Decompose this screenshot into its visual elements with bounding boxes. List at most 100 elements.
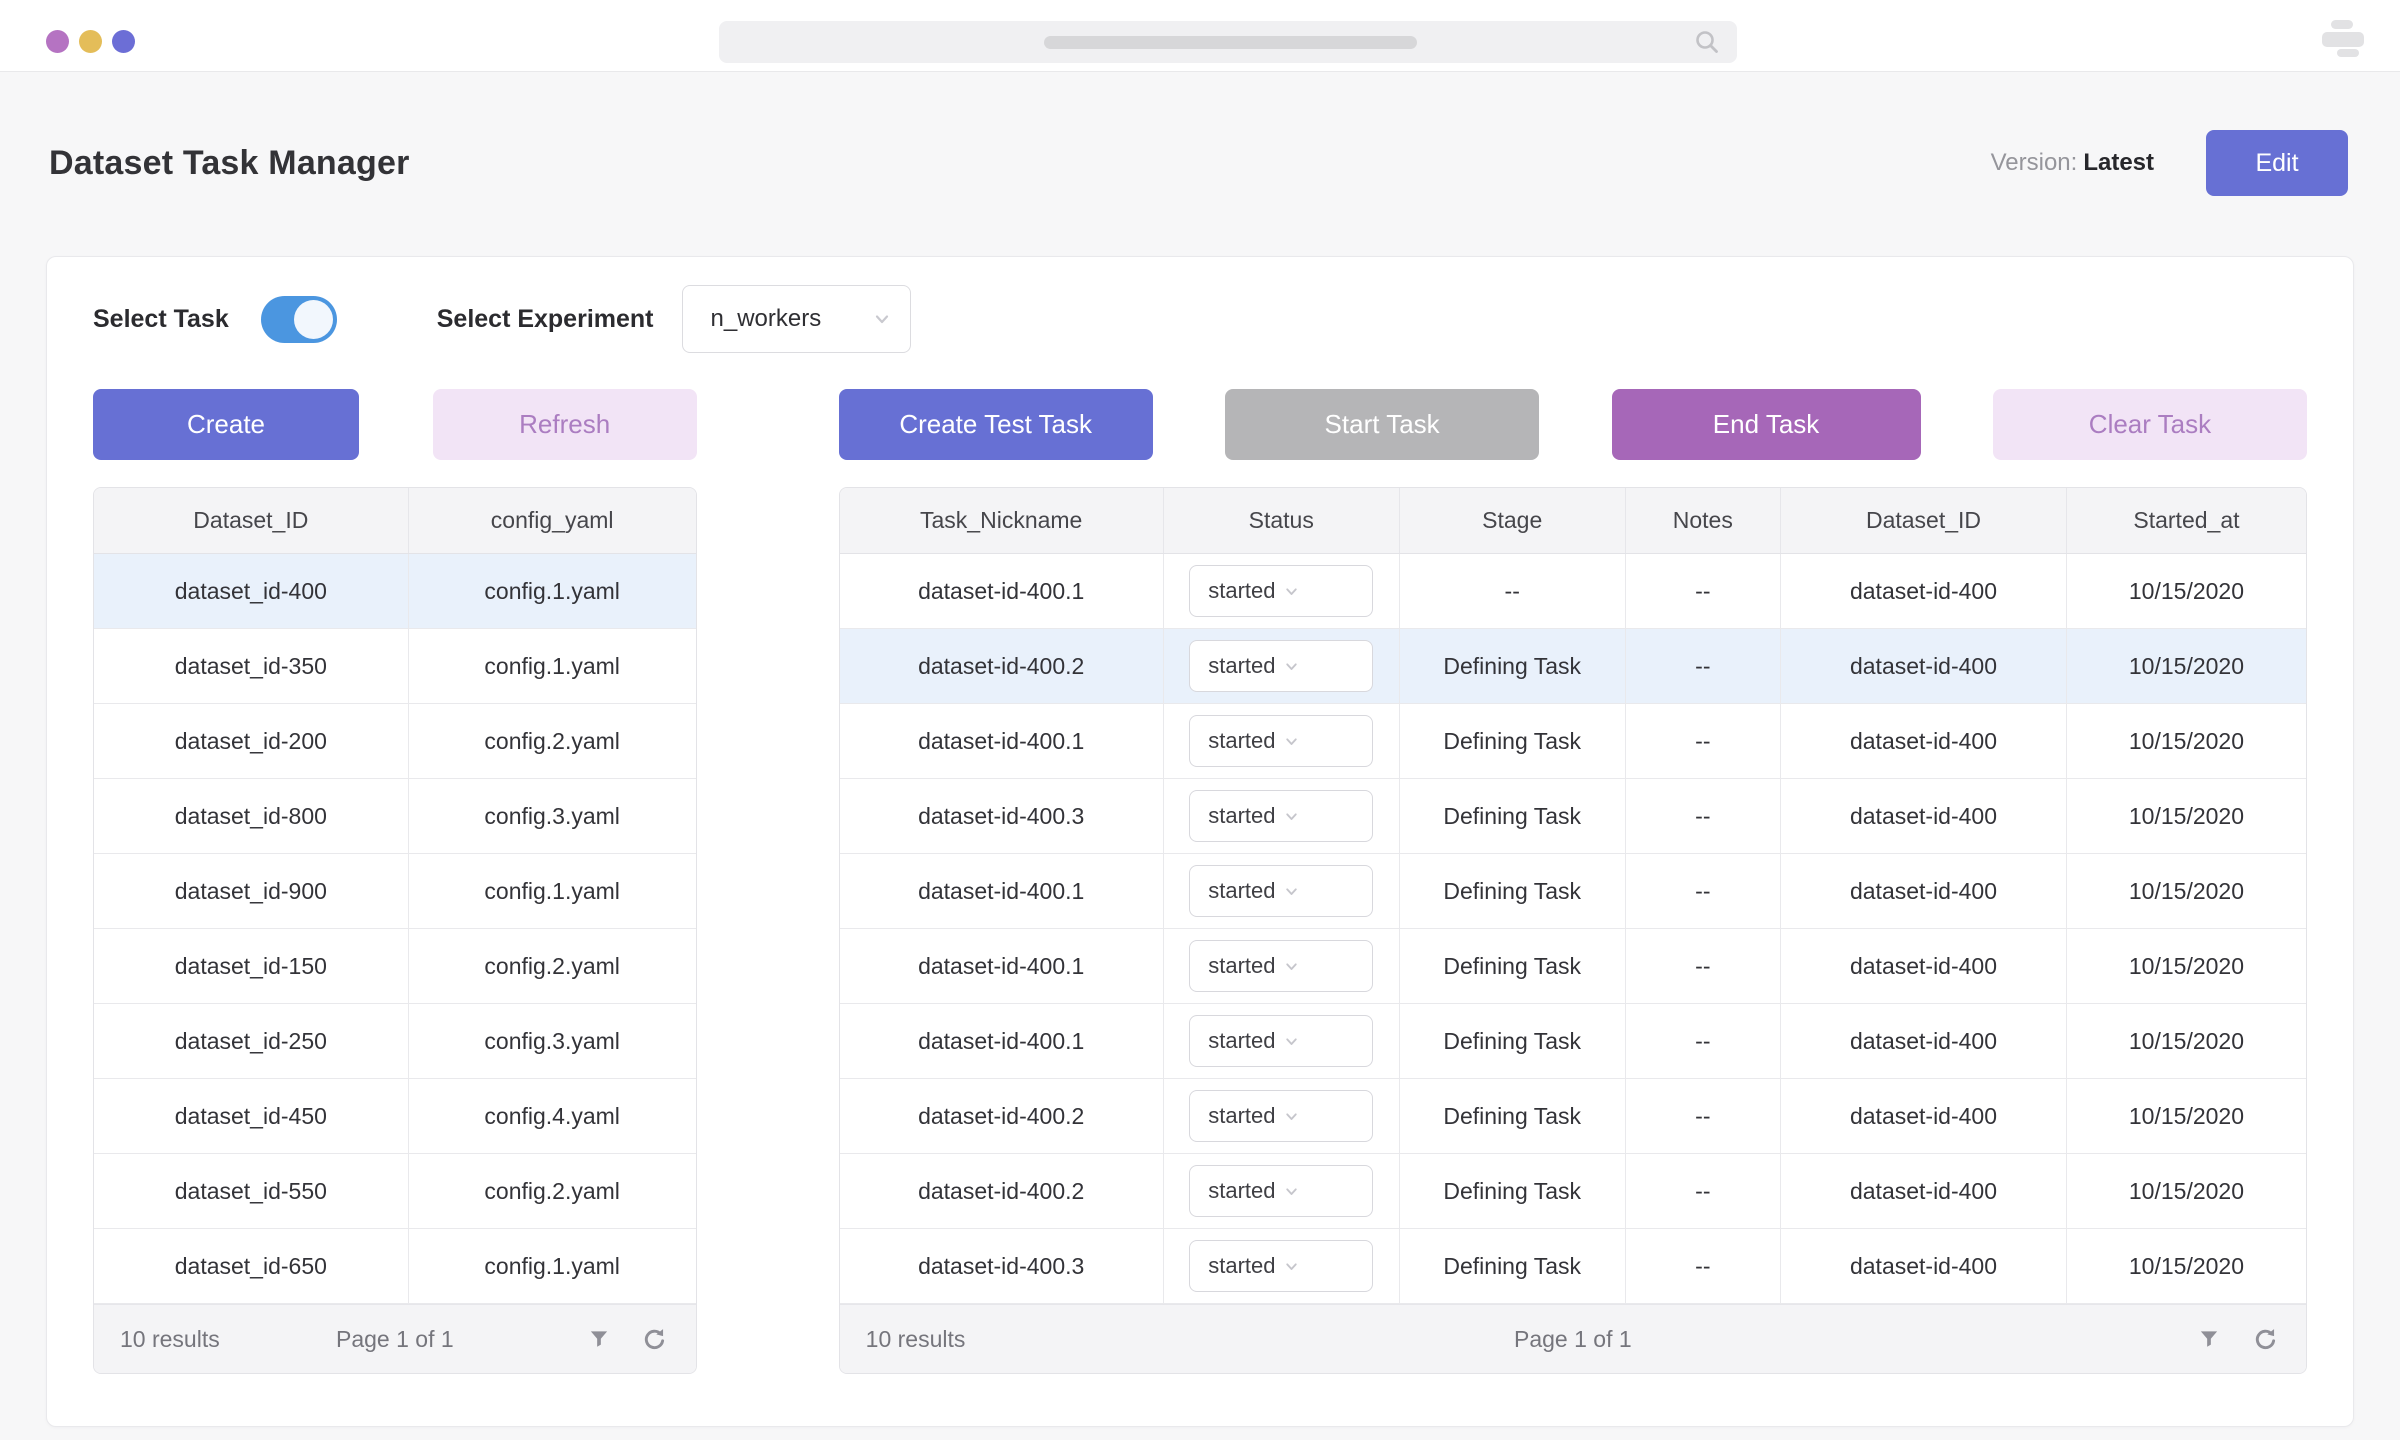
- refresh-button[interactable]: Refresh: [432, 389, 697, 460]
- status-select[interactable]: started: [1189, 640, 1374, 692]
- create-test-task-button[interactable]: Create Test Task: [838, 389, 1153, 460]
- table-row[interactable]: dataset-id-400.1 started Defining Task -- da…: [839, 854, 2306, 929]
- table-cell: Defining Task: [1400, 629, 1626, 703]
- status-select[interactable]: started: [1189, 940, 1374, 992]
- column-header[interactable]: Status: [1164, 488, 1400, 553]
- page-indicator: Page 1 of 1: [1514, 1325, 1632, 1352]
- table-cell: --: [1400, 554, 1626, 628]
- table-cell: config.1.yaml: [484, 577, 620, 604]
- status-value: started: [1208, 728, 1276, 753]
- table-cell: started: [1164, 629, 1400, 703]
- table-row[interactable]: dataset-id-400.3 started Defining Task -- da…: [839, 779, 2306, 854]
- table-row[interactable]: dataset_id-200 config.2.yaml: [94, 704, 696, 779]
- table-row[interactable]: dataset-id-400.1 started Defining Task -- da…: [839, 704, 2306, 779]
- datasets-table-header: Dataset_ID config_yaml: [94, 488, 696, 554]
- search-icon[interactable]: [1693, 28, 1721, 56]
- toggle-knob: [293, 299, 333, 339]
- chevron-down-icon: [1283, 1258, 1358, 1275]
- table-cell: config.4.yaml: [484, 1102, 620, 1129]
- table-cell: started: [1164, 704, 1400, 778]
- chevron-down-icon: [1283, 658, 1358, 675]
- table-cell: dataset-id-400.1: [840, 704, 1164, 778]
- column-header[interactable]: Stage: [1400, 488, 1626, 553]
- tasks-table-header: Task_Nickname Status Stage Notes Dataset…: [839, 488, 2306, 554]
- refresh-icon[interactable]: [640, 1324, 670, 1354]
- version-text: Version: Latest: [1991, 149, 2154, 177]
- select-experiment-label: Select Experiment: [436, 304, 654, 333]
- table-row[interactable]: dataset_id-550 config.2.yaml: [94, 1154, 696, 1229]
- table-cell: --: [1626, 1004, 1782, 1078]
- results-count: 10 results: [120, 1325, 220, 1352]
- status-select[interactable]: started: [1189, 865, 1374, 917]
- status-select[interactable]: started: [1189, 715, 1374, 767]
- table-row[interactable]: dataset_id-250 config.3.yaml: [94, 1004, 696, 1079]
- table-cell: 10/15/2020: [2128, 1177, 2245, 1204]
- edit-button[interactable]: Edit: [2206, 130, 2348, 196]
- clear-task-button[interactable]: Clear Task: [1992, 389, 2307, 460]
- table-cell: dataset_id-400: [94, 554, 409, 628]
- status-value: started: [1208, 1103, 1276, 1128]
- create-button[interactable]: Create: [93, 389, 359, 460]
- table-row[interactable]: dataset_id-150 config.2.yaml: [94, 929, 696, 1004]
- table-row[interactable]: dataset_id-800 config.3.yaml: [94, 779, 696, 854]
- table-row[interactable]: dataset-id-400.2 started Defining Task -- da…: [839, 1079, 2306, 1154]
- address-search-bar[interactable]: [719, 21, 1737, 63]
- window-dot-purple[interactable]: [46, 30, 69, 53]
- table-cell: dataset-id-400: [1781, 1004, 2067, 1078]
- status-value: started: [1208, 803, 1276, 828]
- window-chrome: [0, 0, 2400, 72]
- table-cell: started: [1164, 554, 1400, 628]
- table-row[interactable]: dataset-id-400.1 started Defining Task -- da…: [839, 1004, 2306, 1079]
- table-cell: 10/15/2020: [2128, 1027, 2245, 1054]
- filter-icon[interactable]: [584, 1324, 614, 1354]
- status-select[interactable]: started: [1189, 1165, 1374, 1217]
- end-task-button[interactable]: End Task: [1611, 389, 1921, 460]
- table-row[interactable]: dataset-id-400.3 started Defining Task -- da…: [839, 1229, 2306, 1304]
- chevron-down-icon: [1283, 808, 1358, 825]
- table-cell: dataset_id-150: [94, 929, 409, 1003]
- table-row[interactable]: dataset-id-400.1 started -- -- dataset-id-40…: [839, 554, 2306, 629]
- table-cell: dataset-id-400.2: [840, 629, 1164, 703]
- table-row[interactable]: dataset_id-450 config.4.yaml: [94, 1079, 696, 1154]
- column-header[interactable]: config_yaml: [490, 507, 614, 533]
- table-row[interactable]: dataset-id-400.2 started Defining Task -- da…: [839, 629, 2306, 704]
- table-row[interactable]: dataset_id-900 config.1.yaml: [94, 854, 696, 929]
- filter-icon[interactable]: [2194, 1324, 2224, 1354]
- window-dot-yellow[interactable]: [79, 30, 102, 53]
- table-cell: dataset-id-400: [1781, 854, 2067, 928]
- status-select[interactable]: started: [1189, 565, 1374, 617]
- window-menu-icon[interactable]: [2322, 20, 2364, 57]
- table-row[interactable]: dataset_id-650 config.1.yaml: [94, 1229, 696, 1304]
- table-cell: dataset-id-400: [1781, 704, 2067, 778]
- datasets-table-footer: 10 results Page 1 of 1: [94, 1304, 696, 1373]
- column-header[interactable]: Task_Nickname: [840, 488, 1164, 553]
- column-header[interactable]: Started_at: [2133, 507, 2240, 533]
- experiment-dropdown[interactable]: n_workers: [681, 285, 911, 353]
- table-cell: Defining Task: [1400, 1004, 1626, 1078]
- chevron-down-icon: [1283, 1108, 1358, 1125]
- column-header[interactable]: Dataset_ID: [1781, 488, 2067, 553]
- url-placeholder-pill: [1044, 36, 1417, 49]
- table-cell: Defining Task: [1400, 1229, 1626, 1303]
- status-select[interactable]: started: [1189, 1240, 1374, 1292]
- table-cell: Defining Task: [1400, 1154, 1626, 1228]
- tasks-table-body: dataset-id-400.1 started -- -- dataset-id-40…: [839, 554, 2306, 1304]
- start-task-button[interactable]: Start Task: [1225, 389, 1540, 460]
- table-row[interactable]: dataset-id-400.2 started Defining Task -- da…: [839, 1154, 2306, 1229]
- window-dot-indigo[interactable]: [112, 30, 135, 53]
- table-cell: config.2.yaml: [484, 727, 620, 754]
- select-task-toggle[interactable]: [260, 295, 337, 343]
- status-select[interactable]: started: [1189, 790, 1374, 842]
- table-row[interactable]: dataset-id-400.1 started Defining Task -- da…: [839, 929, 2306, 1004]
- table-row[interactable]: dataset_id-400 config.1.yaml: [94, 554, 696, 629]
- status-select[interactable]: started: [1189, 1090, 1374, 1142]
- refresh-icon[interactable]: [2250, 1324, 2280, 1354]
- table-cell: dataset-id-400: [1781, 779, 2067, 853]
- column-header[interactable]: Notes: [1626, 488, 1782, 553]
- table-cell: dataset_id-350: [94, 629, 409, 703]
- chevron-down-icon: [872, 309, 892, 329]
- datasets-table-body: dataset_id-400 config.1.yaml dataset_id-35…: [94, 554, 696, 1304]
- status-select[interactable]: started: [1189, 1015, 1374, 1067]
- column-header[interactable]: Dataset_ID: [94, 488, 409, 553]
- table-row[interactable]: dataset_id-350 config.1.yaml: [94, 629, 696, 704]
